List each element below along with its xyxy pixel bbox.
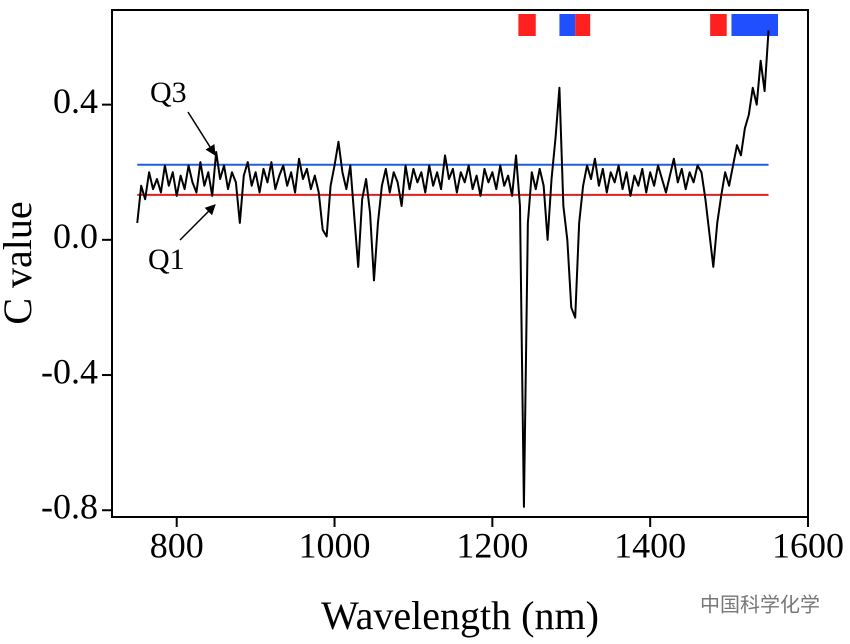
y-tick-label: 0.4 [53, 81, 98, 121]
x-axis-title: Wavelength (nm) [321, 593, 599, 638]
region-marker [575, 14, 591, 36]
annotation: Q1 [148, 243, 185, 276]
plot-frame [111, 9, 809, 518]
x-tick-label: 1200 [456, 525, 528, 565]
annotation: Q3 [150, 76, 187, 109]
x-tick-label: 1600 [772, 525, 844, 565]
y-tick-label: 0.0 [53, 216, 98, 256]
watermark: 中国科学化学 [700, 593, 820, 617]
region-marker [710, 14, 727, 36]
y-tick-label: -0.8 [41, 487, 98, 527]
region-marker [559, 14, 576, 36]
x-tick-label: 1000 [299, 525, 371, 565]
region-marker [518, 14, 536, 36]
annotation-arrow [187, 111, 216, 156]
region-marker [731, 14, 779, 36]
x-tick-label: 1400 [614, 525, 686, 565]
data-line [136, 30, 770, 508]
annotation-arrow [179, 204, 216, 241]
y-tick-label: -0.4 [41, 351, 98, 391]
y-axis-title: C value [0, 201, 40, 324]
x-tick-label: 800 [150, 525, 204, 565]
